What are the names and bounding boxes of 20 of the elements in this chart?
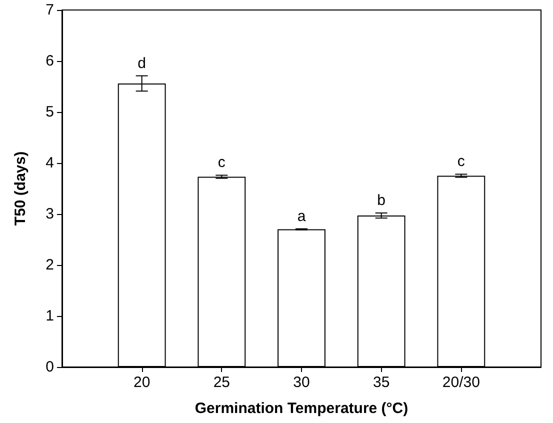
annotation: a [297, 208, 306, 225]
y-tick-label: 0 [46, 358, 54, 376]
y-tick-label: 6 [46, 52, 54, 70]
y-tick-label: 2 [46, 256, 54, 274]
y-tick-label: 1 [46, 308, 54, 324]
x-tick-label: 30 [293, 374, 310, 391]
y-axis-title: T50 (days) [12, 151, 29, 226]
annotation: d [138, 54, 146, 72]
x-tick-label: 20 [133, 374, 150, 391]
y-tick-label: 3 [46, 206, 54, 222]
x-axis-title: Germination Temperature (°C) [194, 400, 408, 417]
annotation: c [218, 154, 226, 172]
annotation: c [457, 153, 466, 170]
y-tick-label: 5 [46, 104, 54, 120]
y-tick-label: 4 [46, 154, 54, 172]
x-tick-label: 35 [372, 374, 390, 391]
y-tick-label: 7 [46, 2, 54, 18]
x-tick-label: 20/30 [442, 374, 480, 391]
x-tick-label: 25 [213, 374, 230, 391]
annotation: b [377, 192, 386, 209]
